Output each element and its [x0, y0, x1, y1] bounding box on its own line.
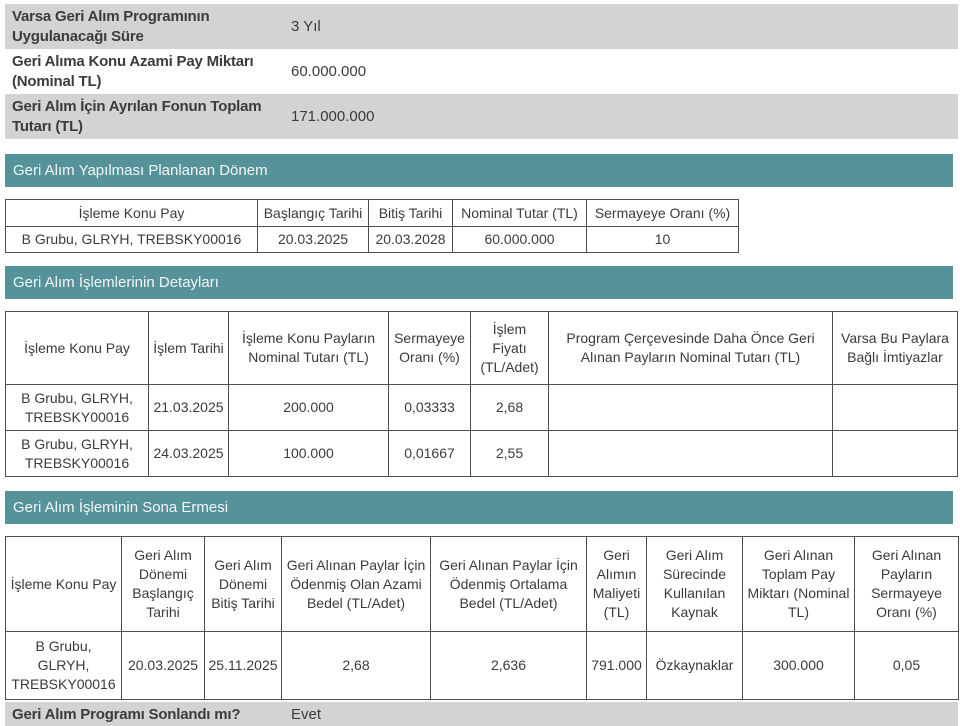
table-cell: 791.000	[586, 631, 647, 700]
column-header: Geri Alım Dönemi Başlangıç Tarihi	[121, 536, 205, 632]
header-row: İşleme Konu Pay Geri Alım Dönemi Başlang…	[5, 536, 959, 632]
table-cell: 200.000	[228, 384, 389, 431]
summary-row-fund-total: Geri Alım İçin Ayrılan Fonun Toplam Tuta…	[5, 94, 958, 139]
table-cell: 2,68	[470, 384, 549, 431]
column-header: İşleme Konu Pay	[5, 311, 149, 385]
termination-table: İşleme Konu Pay Geri Alım Dönemi Başlang…	[5, 536, 959, 700]
table-row: B Grubu, GLRYH, TREBSKY00016 20.03.2025 …	[5, 226, 739, 253]
header-row: İşleme Konu Pay İşlem Tarihi İşleme Konu…	[5, 311, 958, 385]
table-row: B Grubu, GLRYH, TREBSKY00016 21.03.2025 …	[5, 384, 958, 431]
table-cell: 2,636	[430, 631, 587, 700]
column-header: Geri Alım Sürecinde Kullanılan Kaynak	[646, 536, 743, 632]
planned-period-table: İşleme Konu Pay Başlangıç Tarihi Bitiş T…	[5, 199, 739, 253]
transaction-details-table: İşleme Konu Pay İşlem Tarihi İşleme Konu…	[5, 311, 958, 477]
column-header: Nominal Tutar (TL)	[452, 199, 587, 227]
summary-value: 171.000.000	[291, 107, 375, 125]
column-header: Geri Alımın Maliyeti (TL)	[586, 536, 647, 632]
column-header: Varsa Bu Paylara Bağlı İmtiyazlar	[832, 311, 958, 385]
summary-value: 60.000.000	[291, 62, 367, 80]
table-cell: 10	[586, 226, 739, 253]
column-header: İşlem Tarihi	[148, 311, 229, 385]
column-header: Geri Alınan Payların Sermayeye Oranı (%)	[854, 536, 959, 632]
column-header: İşleme Konu Payların Nominal Tutarı (TL)	[228, 311, 389, 385]
table-cell: 2,55	[470, 430, 549, 477]
summary-row-max-shares: Geri Alıma Konu Azami Pay Miktarı (Nomin…	[5, 49, 958, 94]
table-cell: B Grubu, GLRYH, TREBSKY00016	[5, 430, 149, 477]
column-header: Sermayeye Oranı (%)	[586, 199, 739, 227]
table-cell: 100.000	[228, 430, 389, 477]
table-cell: 2,68	[281, 631, 431, 700]
column-header: Program Çerçevesinde Daha Önce Geri Alın…	[548, 311, 833, 385]
summary-label: Geri Alıma Konu Azami Pay Miktarı (Nomin…	[12, 52, 254, 90]
column-header: Başlangıç Tarihi	[257, 199, 369, 227]
column-header: Sermayeye Oranı (%)	[388, 311, 471, 385]
table-row: B Grubu, GLRYH, TREBSKY00016 24.03.2025 …	[5, 430, 958, 477]
header-row: İşleme Konu Pay Başlangıç Tarihi Bitiş T…	[5, 199, 739, 227]
section-header-transaction-details: Geri Alım İşlemlerinin Detayları	[5, 266, 953, 299]
table-cell: 300.000	[742, 631, 855, 700]
table-cell: B Grubu, GLRYH, TREBSKY00016	[5, 226, 258, 253]
summary-label: Varsa Geri Alım Programının Uygulanacağı…	[12, 7, 210, 45]
column-header: Geri Alınan Toplam Pay Miktarı (Nominal …	[742, 536, 855, 632]
table-cell	[832, 384, 958, 431]
summary-value: 3 Yıl	[291, 17, 321, 35]
section-header-planned-period: Geri Alım Yapılması Planlanan Dönem	[5, 154, 953, 187]
table-cell: B Grubu, GLRYH, TREBSKY00016	[5, 631, 122, 700]
summary-block: Varsa Geri Alım Programının Uygulanacağı…	[5, 4, 958, 139]
table-cell	[832, 430, 958, 477]
summary-row-duration: Varsa Geri Alım Programının Uygulanacağı…	[5, 4, 958, 49]
column-header: İşleme Konu Pay	[5, 199, 258, 227]
summary-label: Geri Alım İçin Ayrılan Fonun Toplam Tuta…	[12, 97, 262, 135]
table-cell: B Grubu, GLRYH, TREBSKY00016	[5, 384, 149, 431]
section-header-termination: Geri Alım İşleminin Sona Ermesi	[5, 491, 953, 524]
column-header: Geri Alım Dönemi Bitiş Tarihi	[204, 536, 282, 632]
column-header: İşlem Fiyatı (TL/Adet)	[470, 311, 549, 385]
table-cell: 20.03.2025	[121, 631, 205, 700]
column-header: İşleme Konu Pay	[5, 536, 122, 632]
table-cell: 20.03.2025	[257, 226, 369, 253]
table-cell: 0,03333	[388, 384, 471, 431]
column-header: Bitiş Tarihi	[368, 199, 453, 227]
table-cell: 24.03.2025	[148, 430, 229, 477]
table-cell: 20.03.2028	[368, 226, 453, 253]
table-cell	[548, 430, 833, 477]
table-cell: Özkaynaklar	[646, 631, 743, 700]
table-row: B Grubu, GLRYH, TREBSKY00016 20.03.2025 …	[5, 631, 959, 700]
column-header: Geri Alınan Paylar İçin Ödenmiş Olan Aza…	[281, 536, 431, 632]
column-header: Geri Alınan Paylar İçin Ödenmiş Ortalama…	[430, 536, 587, 632]
table-cell	[548, 384, 833, 431]
program-ended-value: Evet	[291, 706, 322, 723]
program-ended-row: Geri Alım Programı Sonlandı mı? Evet	[5, 702, 958, 726]
table-cell: 0,05	[854, 631, 959, 700]
table-cell: 60.000.000	[452, 226, 587, 253]
table-cell: 21.03.2025	[148, 384, 229, 431]
table-cell: 0,01667	[388, 430, 471, 477]
program-ended-label: Geri Alım Programı Sonlandı mı?	[12, 706, 241, 723]
table-cell: 25.11.2025	[204, 631, 282, 700]
